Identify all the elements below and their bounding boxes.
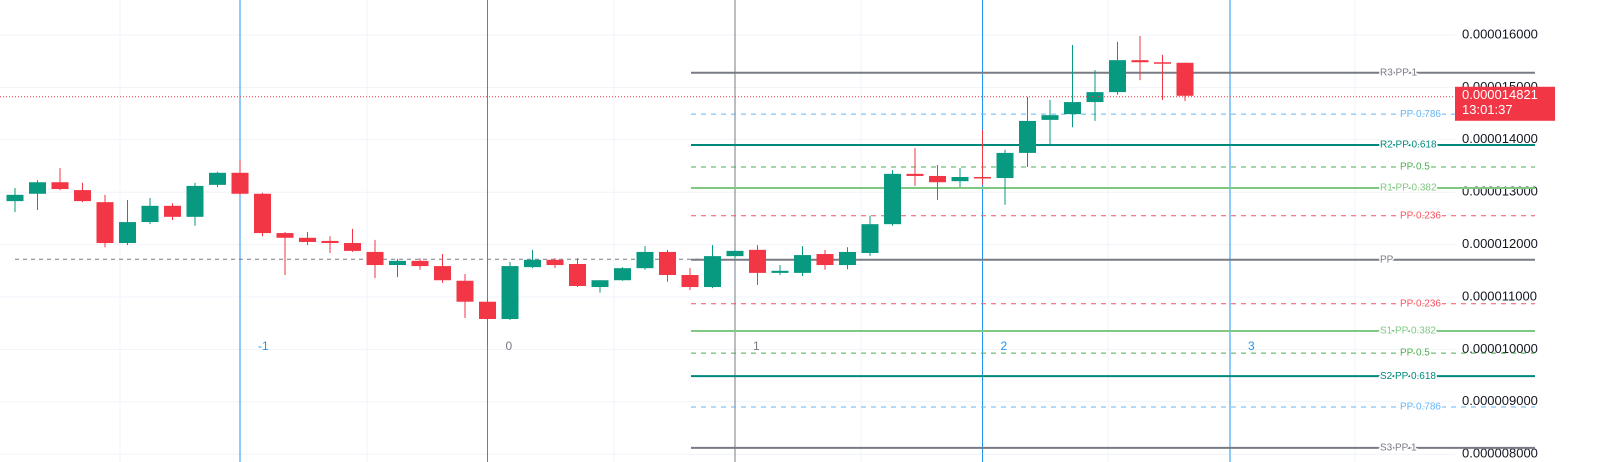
candle-body (614, 268, 631, 281)
candle-body (591, 280, 609, 288)
candle-body (546, 259, 564, 266)
candle-body (411, 260, 429, 267)
candle-body (51, 182, 69, 190)
y-tick-label: 0.000010000 (1462, 341, 1538, 356)
pivot-level-label: R3 PP 1 (1380, 67, 1417, 78)
candle-body (366, 251, 384, 266)
candle-body (1154, 62, 1171, 64)
candle-body (659, 251, 676, 275)
candle-body (636, 251, 654, 269)
candle-body (861, 224, 879, 253)
candle-body (164, 205, 181, 217)
candle-body (569, 263, 586, 286)
candle-body (749, 249, 766, 273)
period-label: 2 (1001, 339, 1008, 353)
candle-body (254, 193, 271, 234)
candle-body (321, 240, 339, 244)
candle-body (231, 172, 249, 194)
candle-body (794, 255, 811, 273)
candle-body (96, 202, 114, 244)
candle-body (1041, 115, 1059, 120)
candle-body (929, 175, 946, 183)
period-label: -1 (258, 339, 269, 353)
candle-body (524, 259, 541, 268)
candle-body (951, 177, 969, 182)
pivot-level-label: R2 PP 0.618 (1380, 140, 1437, 151)
candle-body (276, 233, 294, 238)
pivot-level-label: PP 0.236 (1400, 298, 1441, 309)
candle-body (884, 173, 901, 225)
candle-body (839, 251, 856, 266)
candle-body (456, 280, 474, 302)
candle-body (771, 270, 789, 273)
candle-body (1019, 120, 1036, 153)
pivot-level-label: S3 PP 1 (1380, 443, 1417, 454)
pivot-level-label: PP 0.786 (1400, 402, 1441, 413)
candle-body (726, 250, 744, 257)
y-tick-label: 0.000009000 (1462, 393, 1538, 408)
candle-body (344, 243, 361, 251)
candle-body (141, 205, 159, 223)
period-label: 0 (506, 339, 513, 353)
pivot-level-label: PP 0.786 (1400, 109, 1441, 120)
y-tick-label: 0.000012000 (1462, 236, 1538, 251)
pivot-level-label: S2 PP 0.618 (1380, 371, 1436, 382)
candle-body (1131, 60, 1149, 63)
candle-body (906, 173, 924, 176)
y-tick-label: 0.000016000 (1462, 26, 1538, 41)
candle-body (186, 185, 204, 217)
last-price-label: 0.000014821 (1462, 87, 1538, 102)
candle-body (209, 172, 226, 185)
candle-body (681, 274, 699, 288)
period-label: 1 (753, 339, 760, 353)
candle-body (119, 222, 136, 244)
last-price-box (1455, 86, 1555, 121)
y-tick-label: 0.000014000 (1462, 131, 1538, 146)
candle-body (501, 266, 519, 320)
candle-body (996, 152, 1014, 179)
candle-body (389, 260, 406, 266)
countdown-label: 13:01:37 (1462, 102, 1513, 117)
pivot-level-label: PP 0.5 (1400, 348, 1430, 359)
y-tick-label: 0.000013000 (1462, 184, 1538, 199)
pivot-level-label: PP 0.5 (1400, 162, 1430, 173)
y-tick-label: 0.000008000 (1462, 446, 1538, 461)
candle-body (1109, 60, 1126, 93)
candle-body (704, 256, 721, 288)
candle-body (479, 301, 496, 320)
period-label: 3 (1248, 339, 1255, 353)
pivot-level-label: R1 PP 0.382 (1380, 183, 1437, 194)
pivot-level-label: PP (1380, 254, 1394, 265)
y-tick-label: 0.000011000 (1462, 288, 1537, 303)
candle-body (1064, 102, 1081, 115)
candle-body (816, 254, 834, 266)
pivot-level-label: PP 0.236 (1400, 210, 1441, 221)
pivot-level-label: S1 PP 0.382 (1380, 326, 1436, 337)
candle-body (29, 182, 46, 194)
candle-body (974, 177, 991, 179)
candle-body (299, 237, 316, 242)
candle-body (1176, 62, 1194, 96)
candle-body (6, 194, 24, 202)
candle-body (434, 266, 451, 281)
candle-body (74, 190, 91, 202)
